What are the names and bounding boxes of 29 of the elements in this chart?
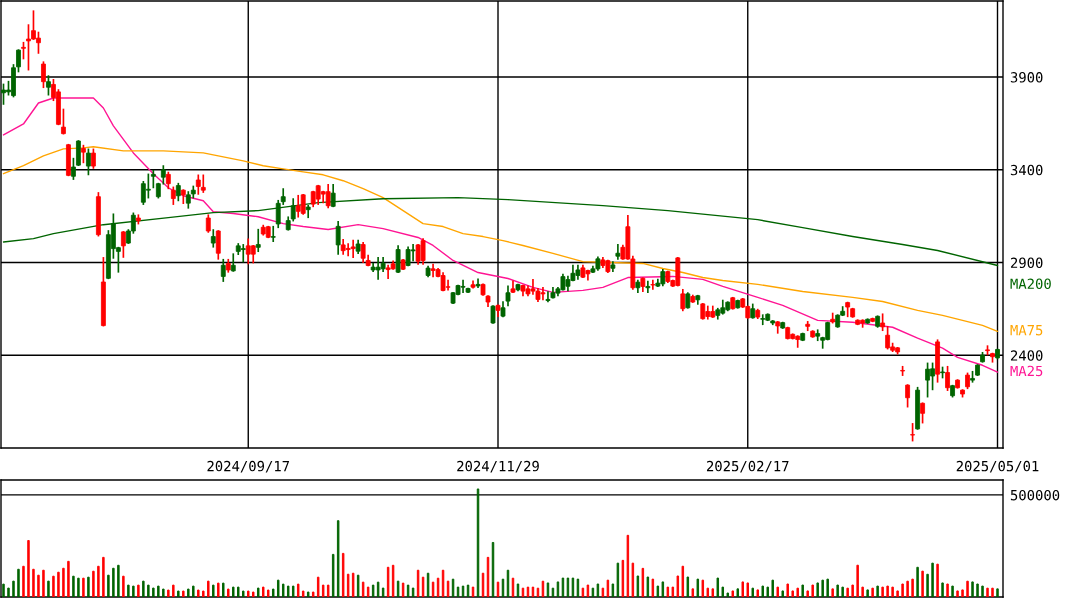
candlestick <box>865 318 871 324</box>
candlestick <box>475 278 481 289</box>
x-tick-label: 2025/02/17 <box>706 460 789 473</box>
candlestick <box>510 280 516 294</box>
x-tick-label: 2024/11/29 <box>457 460 539 473</box>
candlestick <box>385 264 391 279</box>
y-tick-label: 3400 <box>1010 164 1043 176</box>
candlestick <box>61 108 66 135</box>
x-tick-label: 2024/09/17 <box>207 460 290 473</box>
series-label: MA75 <box>1010 325 1043 336</box>
candlestick <box>650 279 656 290</box>
line-series <box>2 146 999 333</box>
candlestick <box>145 173 151 199</box>
candlestick <box>490 305 496 324</box>
candlestick <box>76 140 81 166</box>
x-tick-label: 2025/05/01 <box>956 460 1039 473</box>
y-tick-label: 2400 <box>1010 350 1043 361</box>
candlestick <box>46 75 51 96</box>
candlestick <box>700 303 706 320</box>
y-tick-label: 500000 <box>1010 489 1060 501</box>
series-label: MA25 <box>1010 365 1043 377</box>
y-tick-label: 2900 <box>1010 257 1043 269</box>
series-label: MA200 <box>1010 278 1051 289</box>
candlestick <box>71 157 76 180</box>
line-series <box>2 196 999 267</box>
y-tick-label: 3900 <box>1010 72 1043 83</box>
candlestick <box>90 148 96 169</box>
candlestick <box>85 148 91 176</box>
candlestick <box>610 261 616 273</box>
